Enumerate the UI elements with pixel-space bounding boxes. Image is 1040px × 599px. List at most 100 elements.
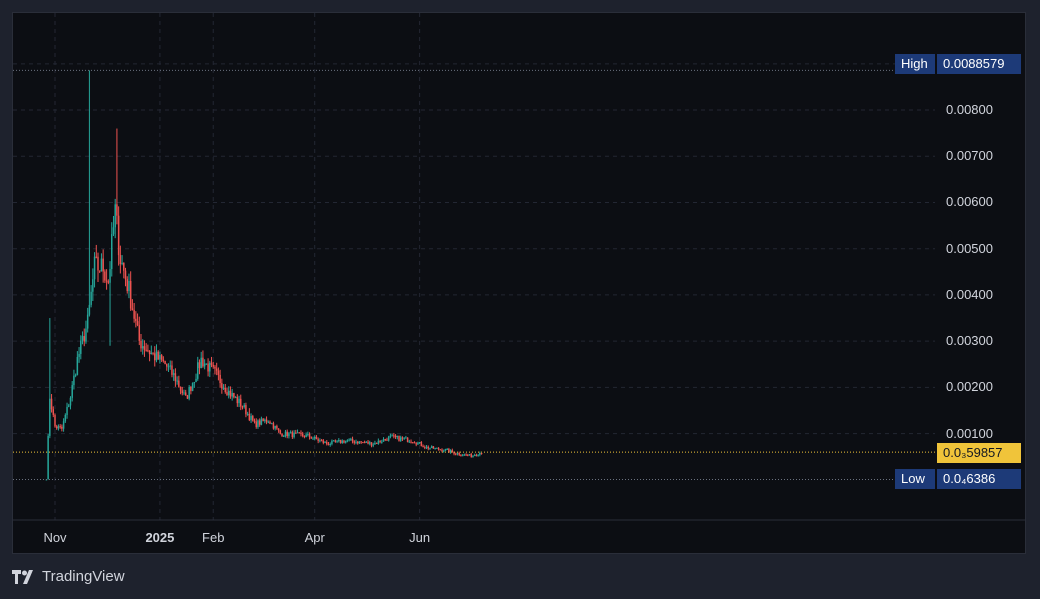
candle-body — [145, 349, 147, 351]
high-value: 0.0088579 — [937, 54, 1021, 74]
candle-body — [54, 414, 56, 427]
candle-body — [343, 440, 345, 443]
chart-pane[interactable] — [12, 12, 1026, 554]
candle-body — [305, 434, 307, 437]
candle-body — [148, 350, 151, 355]
candle-body — [209, 362, 211, 372]
candle-body — [425, 446, 428, 448]
candle-body — [200, 357, 202, 369]
candle-body — [109, 269, 111, 283]
candle-body — [274, 425, 276, 429]
candle-body — [123, 262, 125, 271]
candle-body — [112, 227, 115, 235]
candle-body — [167, 366, 170, 368]
candle-body — [295, 432, 297, 434]
candle-body — [417, 442, 419, 445]
candle-body — [291, 432, 294, 438]
candle-body — [245, 405, 247, 415]
y-tick-label: 0.00600 — [946, 194, 993, 210]
candle-body — [319, 440, 321, 442]
candle-body — [389, 435, 392, 437]
candle-body — [437, 447, 440, 450]
x-tick-label: Jun — [409, 530, 431, 545]
x-tick-label: Apr — [304, 530, 325, 545]
tradingview-logo-icon — [12, 569, 33, 584]
candle-body — [169, 365, 171, 367]
candle-body — [367, 441, 369, 444]
tradingview-logo[interactable]: TradingView — [12, 568, 125, 585]
candle-body — [418, 442, 421, 444]
candle-body — [424, 447, 426, 449]
candle-body — [131, 308, 134, 311]
candle-body — [217, 370, 220, 375]
candle-body — [195, 378, 197, 382]
candle-body — [166, 364, 168, 367]
candle-body — [76, 356, 79, 375]
candle-body — [64, 414, 67, 422]
candle-body — [179, 386, 182, 391]
y-tick-label: 0.00800 — [946, 102, 993, 118]
candle-body — [236, 397, 239, 404]
candle-body — [190, 387, 192, 391]
candle-body — [184, 392, 187, 396]
y-tick-label: 0.00100 — [946, 425, 993, 441]
candle-body — [344, 440, 347, 443]
candle-body — [370, 442, 373, 446]
candle-body — [95, 256, 98, 258]
candle-body — [105, 280, 108, 282]
candle-body — [71, 385, 73, 398]
candle-body — [128, 281, 130, 292]
candle-body — [231, 393, 233, 397]
candle-body — [160, 355, 163, 360]
candle-body — [313, 436, 316, 439]
candle-body — [119, 255, 122, 264]
candle-body — [264, 419, 266, 421]
candle-body — [412, 442, 414, 444]
candle-body — [111, 234, 113, 270]
candle-body — [52, 409, 55, 415]
candle-body — [453, 452, 455, 454]
candle-body — [336, 440, 338, 442]
candle-body — [55, 426, 58, 429]
candle-body — [49, 398, 51, 436]
candle-body — [415, 443, 417, 445]
candle-body — [463, 454, 466, 456]
candle-body — [102, 258, 104, 272]
candle-body — [307, 433, 309, 435]
candle-body — [355, 441, 357, 443]
candle-body — [85, 328, 87, 342]
candle-body — [221, 383, 223, 389]
candle-body — [480, 453, 483, 455]
y-tick-label: 0.00300 — [946, 333, 993, 349]
candle-body — [381, 441, 383, 443]
candle-body — [315, 436, 318, 440]
candle-body — [374, 442, 376, 445]
candle-body — [68, 405, 70, 407]
candle-body — [252, 416, 254, 421]
candle-body — [154, 353, 156, 361]
candle-body — [277, 428, 280, 431]
candle-body — [98, 270, 101, 272]
candle-body — [460, 454, 462, 456]
candle-body — [61, 426, 63, 429]
candle-body — [326, 442, 328, 445]
candle-body — [401, 437, 404, 439]
candle-body — [88, 304, 91, 315]
candle-body — [126, 279, 128, 292]
candle-body — [427, 446, 429, 449]
candle-body — [429, 448, 431, 450]
candle-body — [104, 271, 106, 281]
candle-body — [384, 439, 386, 441]
candle-body — [50, 398, 53, 410]
candle-body — [362, 442, 364, 444]
candle-body — [449, 450, 452, 453]
tradingview-logo-text: TradingView — [42, 568, 125, 585]
candle-body — [405, 437, 407, 439]
candle-body — [205, 363, 208, 365]
candle-body — [422, 446, 424, 448]
candle-body — [157, 351, 159, 360]
candle-body — [129, 281, 132, 309]
candle-body — [394, 435, 397, 438]
candle-body — [226, 392, 228, 396]
